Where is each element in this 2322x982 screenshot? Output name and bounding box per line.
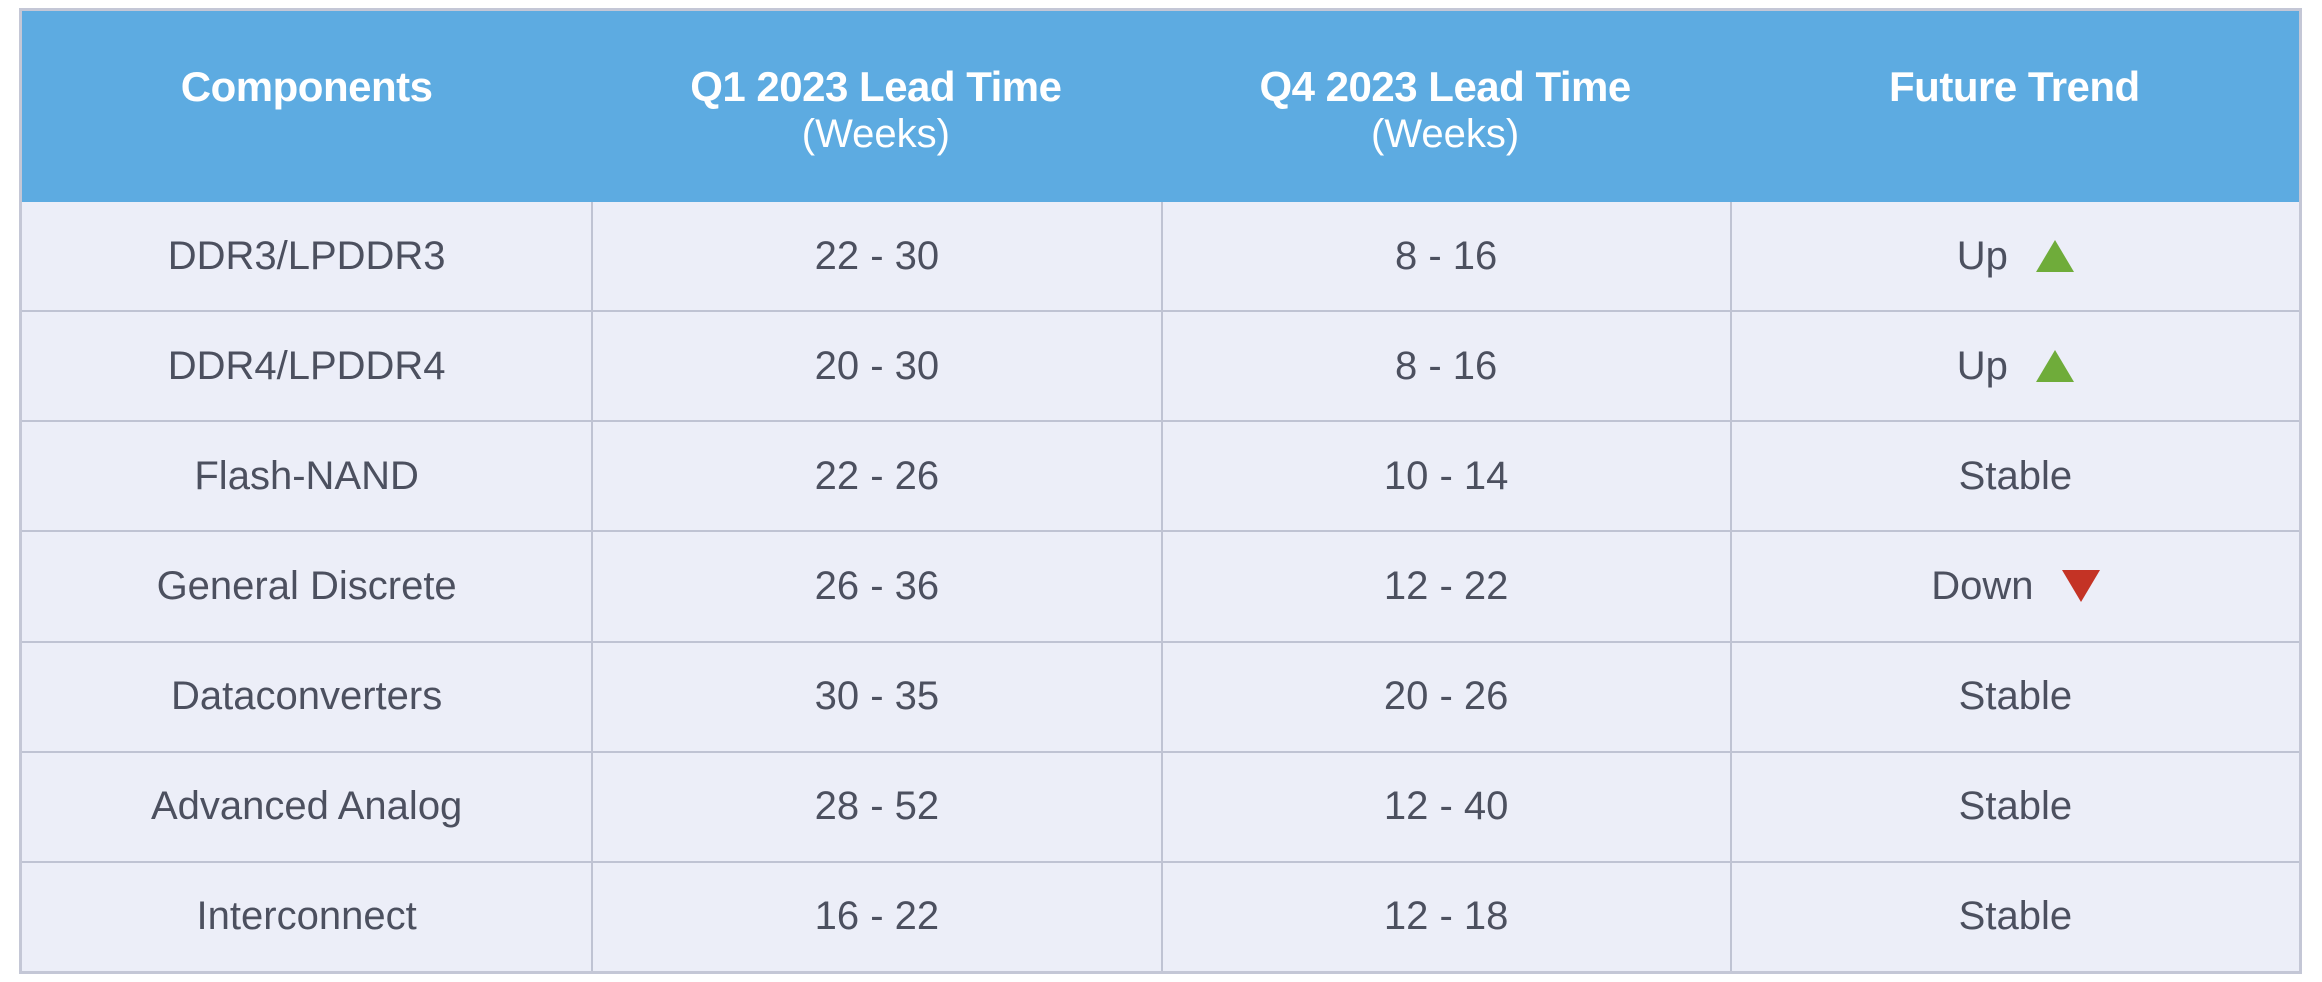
trend-cell: Up <box>1729 312 2299 421</box>
q1-lead-time-cell: 30 - 35 <box>591 642 1160 751</box>
header-sublabel: (Weeks) <box>1371 112 1520 156</box>
component-cell: DDR4/LPDDR4 <box>167 343 446 388</box>
q4-lead-time-cell: 8 - 16 <box>1160 202 1730 311</box>
q4-lead-time-cell: 12 - 18 <box>1160 862 1730 971</box>
table-body: DDR3/LPDDR3 22 - 30 8 - 16 Up DDR4/LPDDR… <box>22 202 2299 971</box>
header-label: Components <box>180 63 433 110</box>
trend-label: Up <box>1956 343 2008 388</box>
header-label: Q1 2023 Lead Time <box>690 63 1062 110</box>
table-header-row: Components Q1 2023 Lead Time (Weeks) Q4 … <box>22 11 2299 202</box>
q1-lead-time-cell: 26 - 36 <box>591 532 1160 641</box>
table-row: Advanced Analog 28 - 52 12 - 40 Stable <box>22 750 2299 861</box>
q1-lead-time-cell: 20 - 30 <box>591 312 1160 421</box>
trend-cell: Stable <box>1729 752 2299 861</box>
q4-lead-time-cell: 20 - 26 <box>1160 642 1730 751</box>
down-triangle-icon <box>2061 570 2100 603</box>
up-triangle-icon <box>2035 350 2074 383</box>
q1-lead-time-cell: 16 - 22 <box>591 862 1160 971</box>
header-label: Q4 2023 Lead Time <box>1259 63 1631 110</box>
trend-cell: Down <box>1729 532 2299 641</box>
trend-cell: Stable <box>1729 862 2299 971</box>
q1-lead-time-cell: 22 - 30 <box>591 202 1160 311</box>
trend-label: Stable <box>1958 453 2073 498</box>
trend-label: Up <box>1956 233 2008 278</box>
up-triangle-icon <box>2035 240 2074 273</box>
lead-time-table: Components Q1 2023 Lead Time (Weeks) Q4 … <box>19 8 2302 974</box>
header-components: Components <box>22 11 591 202</box>
header-future-trend: Future Trend <box>1730 11 2299 202</box>
trend-label: Stable <box>1958 894 2073 939</box>
component-cell: Interconnect <box>196 894 417 939</box>
component-cell: Dataconverters <box>171 674 443 719</box>
q1-lead-time-cell: 22 - 26 <box>591 422 1160 531</box>
q4-lead-time-cell: 12 - 22 <box>1160 532 1730 641</box>
trend-cell: Stable <box>1729 642 2299 751</box>
component-cell: Advanced Analog <box>150 784 463 829</box>
component-cell: Flash-NAND <box>194 453 419 498</box>
table-row: Interconnect 16 - 22 12 - 18 Stable <box>22 860 2299 971</box>
trend-cell: Stable <box>1729 422 2299 531</box>
trend-label: Stable <box>1958 674 2073 719</box>
trend-label: Stable <box>1958 784 2073 829</box>
header-q4-lead-time: Q4 2023 Lead Time (Weeks) <box>1161 11 1730 202</box>
table-row: DDR4/LPDDR4 20 - 30 8 - 16 Up <box>22 310 2299 421</box>
q1-lead-time-cell: 28 - 52 <box>591 752 1160 861</box>
table-row: General Discrete 26 - 36 12 - 22 Down <box>22 530 2299 641</box>
q4-lead-time-cell: 12 - 40 <box>1160 752 1730 861</box>
component-cell: General Discrete <box>156 563 457 608</box>
header-label: Future Trend <box>1889 63 2140 110</box>
table-row: Flash-NAND 22 - 26 10 - 14 Stable <box>22 420 2299 531</box>
table-row: DDR3/LPDDR3 22 - 30 8 - 16 Up <box>22 202 2299 311</box>
trend-cell: Up <box>1729 202 2299 311</box>
header-sublabel: (Weeks) <box>801 112 950 156</box>
q4-lead-time-cell: 10 - 14 <box>1160 422 1730 531</box>
q4-lead-time-cell: 8 - 16 <box>1160 312 1730 421</box>
header-q1-lead-time: Q1 2023 Lead Time (Weeks) <box>591 11 1160 202</box>
trend-label: Down <box>1931 563 2034 608</box>
component-cell: DDR3/LPDDR3 <box>167 233 446 278</box>
table-row: Dataconverters 30 - 35 20 - 26 Stable <box>22 640 2299 751</box>
